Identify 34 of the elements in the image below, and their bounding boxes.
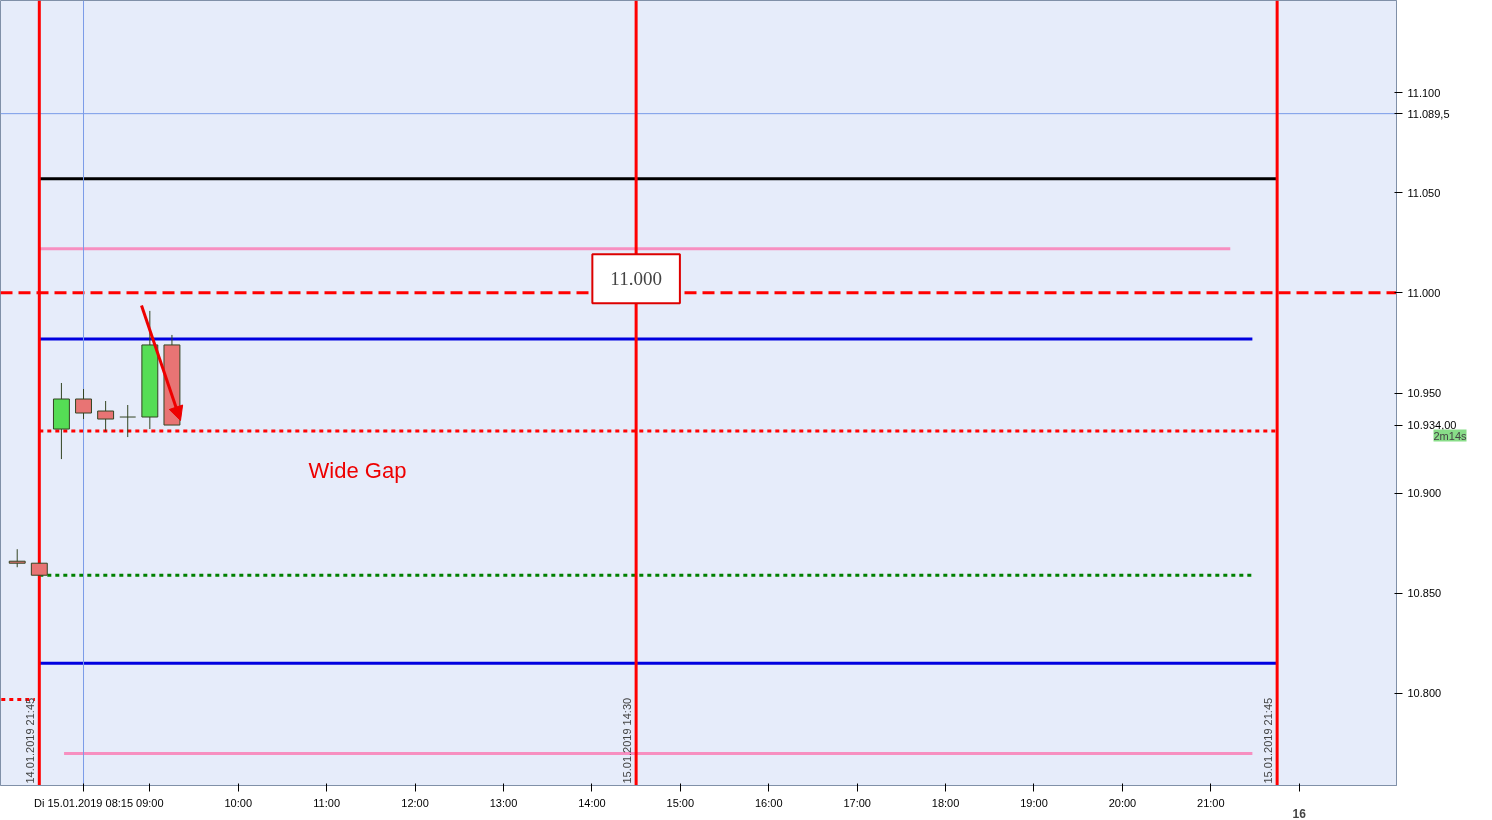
x-tick-label: 11:00 <box>313 796 341 809</box>
y-tick-label: 10.800 <box>1407 687 1442 700</box>
y-tick-label: 11.050 <box>1407 186 1441 199</box>
candlestick <box>8 548 26 568</box>
y-tick-label: 10.850 <box>1407 587 1442 600</box>
x-tick-label: 19:00 <box>1020 796 1048 809</box>
x-tick-label: 12:00 <box>401 796 429 809</box>
annotation: Wide Gap <box>308 458 407 483</box>
text: 2m14s <box>1433 429 1468 442</box>
x-tick-label: Di 15.01.2019 08:15 <box>33 796 134 809</box>
annotation: 11.000 <box>610 268 662 290</box>
text: 16 <box>1292 806 1307 820</box>
x-tick-label: 13:00 <box>489 796 518 809</box>
x-tick-label: 15:00 <box>666 796 695 809</box>
x-tick-label: 18:00 <box>931 796 960 809</box>
annotation: 14.01.2019 21:45 <box>24 697 37 784</box>
x-tick-label: 20:00 <box>1108 796 1137 809</box>
y-tick-label: 10.934,00 <box>1407 419 1457 432</box>
y-tick-label: 11.000 <box>1407 286 1441 299</box>
annotation: 15.01.2019 21:45 <box>1262 697 1275 784</box>
candlestick <box>119 404 137 438</box>
y-tick-label: 11.089,5 <box>1407 107 1450 120</box>
x-tick-label: 16:00 <box>754 796 783 809</box>
y-tick-label: 10.950 <box>1407 387 1442 399</box>
x-tick-label: 21:00 <box>1197 796 1225 809</box>
x-tick-label: 09:00 <box>136 796 164 809</box>
x-tick-label: 17:00 <box>843 796 871 809</box>
y-tick-label: 10.900 <box>1407 487 1442 500</box>
x-tick-label: 10:00 <box>224 796 253 809</box>
y-tick-label: 11.100 <box>1407 86 1441 99</box>
annotation: 15.01.2019 14:30 <box>621 697 634 784</box>
x-tick-label: 14:00 <box>578 796 606 809</box>
candlestick <box>97 400 115 432</box>
candlestick <box>75 388 92 420</box>
